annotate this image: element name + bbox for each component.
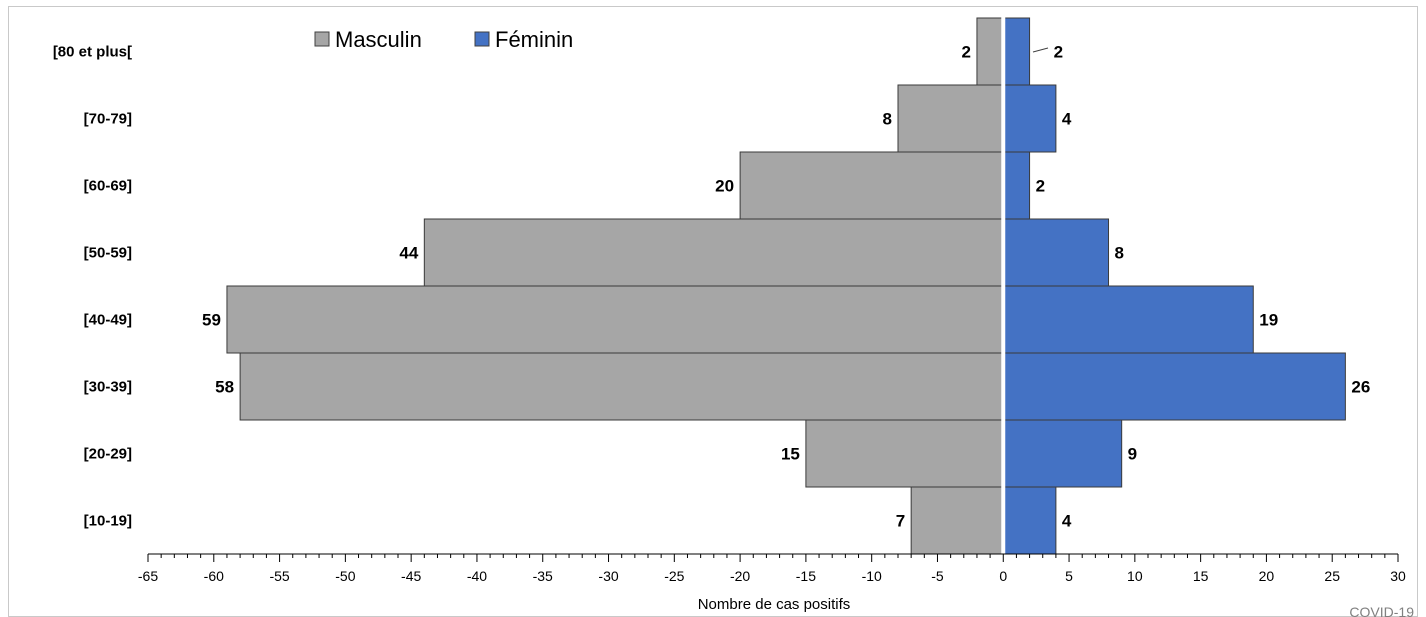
bar-masculin-50-59 — [424, 219, 1003, 286]
bar-feminin-60-69 — [1003, 152, 1029, 219]
x-tick-label: -30 — [598, 568, 618, 584]
bar-masculin-20-29 — [806, 420, 1003, 487]
category-label-20-29: [20-29] — [84, 446, 132, 463]
value-label-feminin-60-69: 2 — [1036, 177, 1045, 196]
bar-masculin-10-19 — [911, 487, 1003, 554]
x-tick-label: -45 — [401, 568, 421, 584]
value-label-masculin-80-et-plus: 2 — [961, 43, 970, 62]
legend-swatch-masculin — [315, 32, 329, 46]
bar-masculin-60-69 — [740, 152, 1003, 219]
x-tick-label: -10 — [862, 568, 882, 584]
bar-feminin-80-et-plus — [1003, 18, 1029, 85]
x-tick-label: 30 — [1390, 568, 1406, 584]
bar-feminin-40-49 — [1003, 286, 1253, 353]
value-label-masculin-30-39: 58 — [215, 378, 234, 397]
legend-swatch-feminin — [475, 32, 489, 46]
bar-feminin-30-39 — [1003, 353, 1345, 420]
x-tick-label: -60 — [204, 568, 224, 584]
category-label-70-79: [70-79] — [84, 111, 132, 128]
category-labels: [80 et plus[ [70-79] [60-69] [50-59] [40-49]… — [53, 44, 132, 530]
x-tick-label: -15 — [796, 568, 816, 584]
bar-feminin-50-59 — [1003, 219, 1108, 286]
x-tick-label: -25 — [664, 568, 684, 584]
value-label-feminin-80-et-plus: 2 — [1054, 43, 1063, 62]
label-leader-line — [1033, 48, 1048, 52]
x-tick-label: 0 — [999, 568, 1007, 584]
category-label-10-19: [10-19] — [84, 513, 132, 530]
x-tick-label: -20 — [730, 568, 750, 584]
value-label-masculin-20-29: 15 — [781, 445, 800, 464]
category-label-30-39: [30-39] — [84, 379, 132, 396]
footer-watermark: COVID-19 — [1349, 604, 1414, 617]
feminin-bars — [1003, 18, 1345, 554]
masculin-bars — [227, 18, 1003, 554]
bar-masculin-80-et-plus — [977, 18, 1003, 85]
category-label-80-et-plus: [80 et plus[ — [53, 44, 132, 61]
value-label-feminin-70-79: 4 — [1062, 110, 1072, 129]
bar-feminin-10-19 — [1003, 487, 1056, 554]
value-label-masculin-40-49: 59 — [202, 311, 221, 330]
x-tick-label: 15 — [1193, 568, 1209, 584]
value-label-feminin-20-29: 9 — [1128, 445, 1137, 464]
legend: Masculin Féminin — [315, 27, 573, 52]
x-tick-label: -40 — [467, 568, 487, 584]
legend-label-masculin: Masculin — [335, 27, 422, 52]
value-label-feminin-50-59: 8 — [1115, 244, 1124, 263]
x-tick-label: -50 — [335, 568, 355, 584]
category-label-50-59: [50-59] — [84, 245, 132, 262]
value-label-feminin-30-39: 26 — [1351, 378, 1370, 397]
value-label-feminin-10-19: 4 — [1062, 512, 1072, 531]
x-tick-label: -5 — [931, 568, 944, 584]
x-axis: -65 -60 -55 -50 -45 -40 -35 -30 -25 -20 -15 -10 -5 0 5… — [138, 554, 1406, 584]
bar-masculin-40-49 — [227, 286, 1003, 353]
x-tick-label: -55 — [269, 568, 289, 584]
x-tick-label: 5 — [1065, 568, 1073, 584]
x-tick-label: 20 — [1259, 568, 1275, 584]
value-label-masculin-60-69: 20 — [715, 177, 734, 196]
x-tick-label: 25 — [1324, 568, 1340, 584]
bar-feminin-70-79 — [1003, 85, 1056, 152]
category-label-60-69: [60-69] — [84, 178, 132, 195]
x-tick-label: 10 — [1127, 568, 1143, 584]
value-label-masculin-10-19: 7 — [896, 512, 905, 531]
value-label-masculin-50-59: 44 — [399, 244, 418, 263]
x-axis-title: Nombre de cas positifs — [698, 596, 851, 613]
x-tick-label: -35 — [533, 568, 553, 584]
legend-label-feminin: Féminin — [495, 27, 573, 52]
bar-masculin-70-79 — [898, 85, 1003, 152]
x-tick-label: -65 — [138, 568, 158, 584]
category-label-40-49: [40-49] — [84, 312, 132, 329]
value-label-feminin-40-49: 19 — [1259, 311, 1278, 330]
bar-feminin-20-29 — [1003, 420, 1121, 487]
bar-masculin-30-39 — [240, 353, 1003, 420]
value-label-masculin-70-79: 8 — [883, 110, 892, 129]
